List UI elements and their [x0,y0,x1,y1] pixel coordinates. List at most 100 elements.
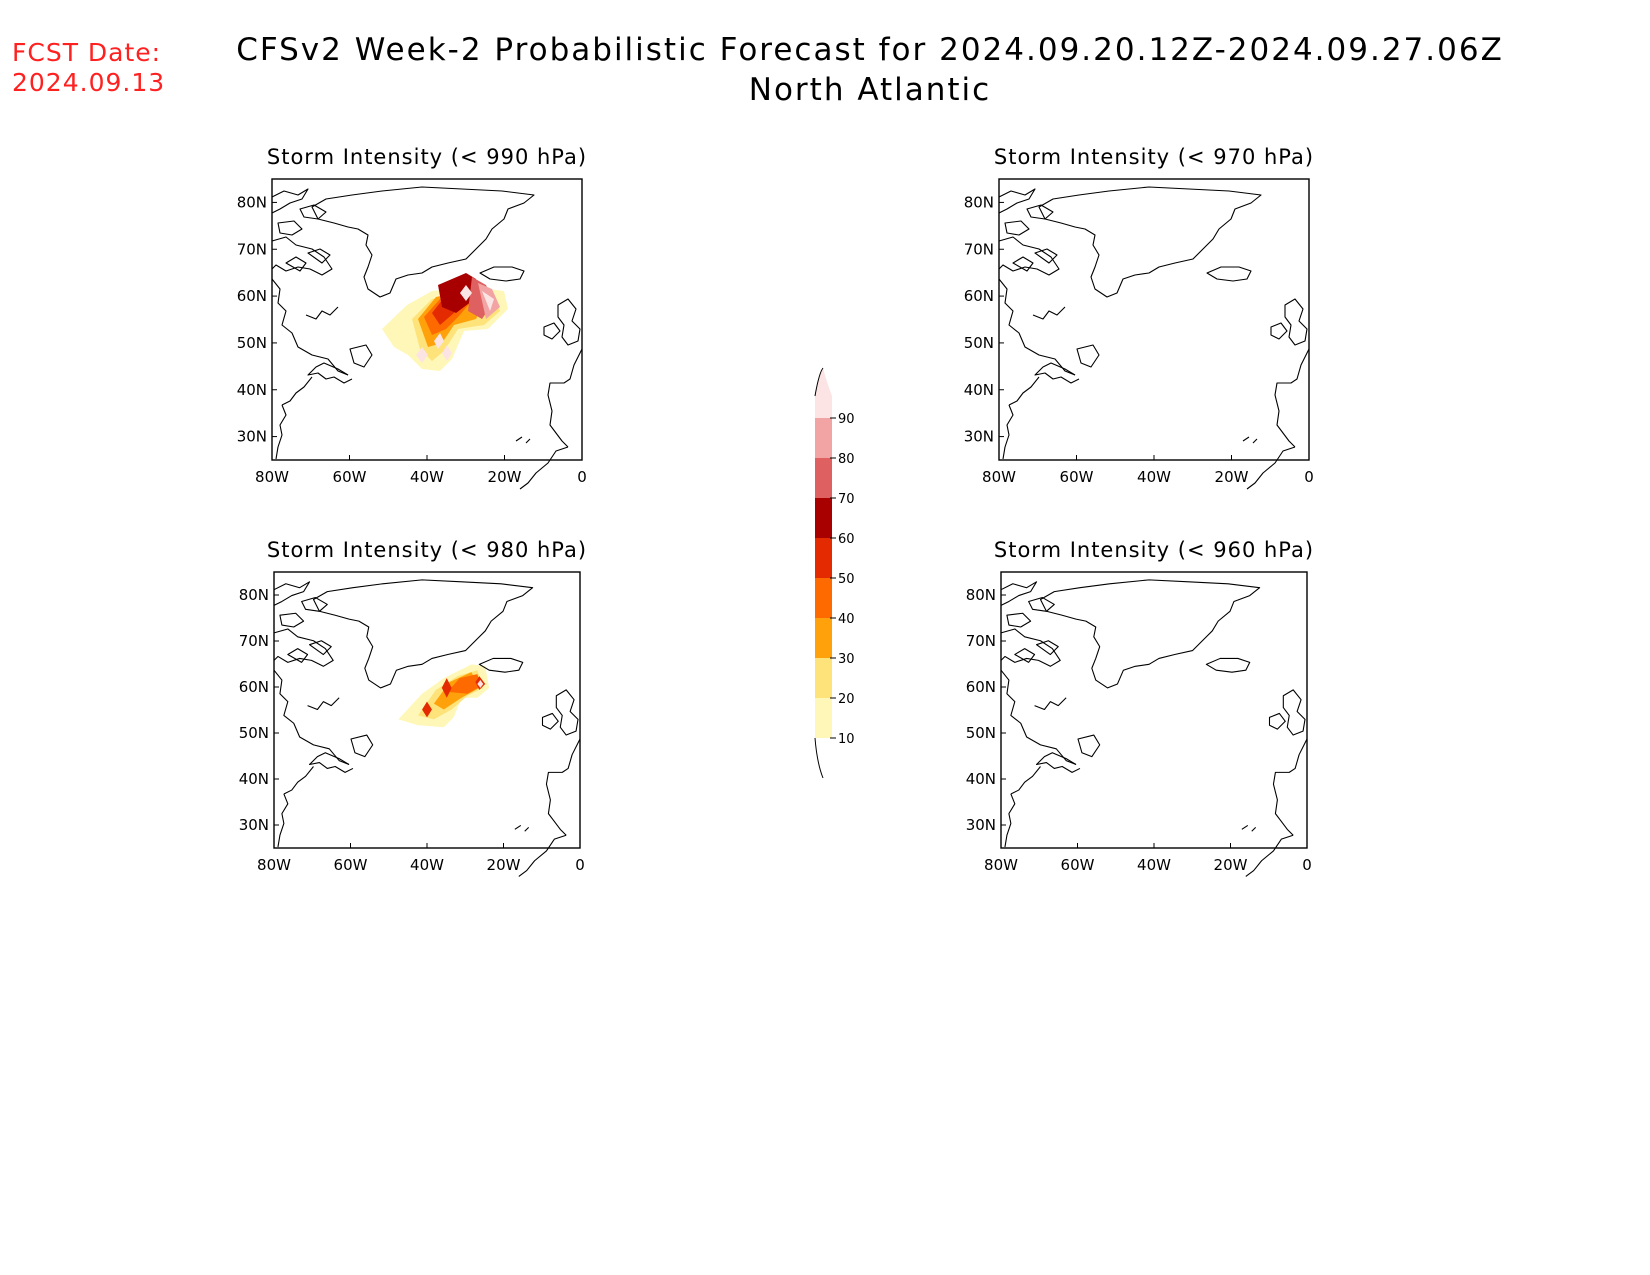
lon-tick-label: 40W [410,468,444,486]
probability-contour [416,347,428,363]
lat-tick-label: 50N [964,334,994,352]
colorbar-segment [815,458,832,498]
lat-tick-label: 80N [239,586,269,604]
lat-tick-label: 50N [966,724,996,742]
colorbar-bottom-tail [814,737,824,779]
coastline [998,186,1310,490]
lat-tick-label: 80N [964,193,994,211]
colorbar-segment [815,418,832,458]
colorbar-segment [815,578,832,618]
colorbar-level-label: 30 [838,652,855,667]
lon-tick-label: 60W [1060,468,1094,486]
probability-contour [442,345,452,361]
probability-contour [460,285,472,301]
map-panel-p960: Storm Intensity (< 960 hPa) 80W 60W 40W 20W 0… [966,538,1314,878]
colorbar: 10 20 30 40 50 60 70 80 90 [814,367,855,779]
colorbar-level-label: 50 [838,572,855,587]
lon-tick-label: 40W [1137,468,1171,486]
lat-tick-label: 70N [237,240,267,258]
lon-tick-label: 0 [575,856,585,874]
lon-tick-label: 80W [257,856,291,874]
probability-contour [482,291,494,311]
lat-tick-label: 80N [966,586,996,604]
map-panel-p980: Storm Intensity (< 980 hPa) 80W 60W 40W 20W 0… [239,538,587,878]
colorbar-segment [815,698,832,738]
lat-tick-label: 40N [966,770,996,788]
probability-contour [447,674,482,694]
lat-tick-label: 80N [237,193,267,211]
lon-tick-label: 60W [334,856,368,874]
colorbar-segment [815,368,832,418]
map-frame [1000,571,1308,849]
colorbar-level-label: 20 [838,692,855,707]
map-area [1000,579,1308,878]
lat-tick-label: 70N [239,632,269,650]
map-panel-p970: Storm Intensity (< 970 hPa) 80W 60W 40W 20W 0… [964,145,1314,490]
colorbar-segment [815,538,832,578]
lat-tick-label: 30N [964,428,994,446]
lon-tick-label: 0 [1304,468,1314,486]
lat-tick-label: 60N [964,287,994,305]
figure-subtitle: North Atlantic [748,72,992,108]
lon-tick-label: 20W [1214,856,1248,874]
lon-tick-label: 60W [333,468,367,486]
colorbar-segment [815,498,832,538]
lat-tick-label: 70N [966,632,996,650]
lon-tick-label: 40W [1137,856,1171,874]
panel-title: Storm Intensity (< 980 hPa) [267,538,587,562]
colorbar-level-label: 60 [838,532,855,547]
figure-title-block: CFSv2 Week-2 Probabilistic Forecast for … [190,30,1550,110]
map-area [271,186,583,490]
map-area [998,186,1310,490]
forecast-date-block: FCST Date: 2024.09.13 [12,38,165,98]
panels-layer: Storm Intensity (< 990 hPa) 80W 60W 40W 20W 0… [237,145,1314,878]
lat-tick-label: 40N [964,381,994,399]
probability-shading [398,664,490,728]
lon-tick-label: 20W [1215,468,1249,486]
lon-tick-label: 20W [488,468,522,486]
map-area [273,579,581,878]
probability-contour [422,701,432,718]
lat-tick-label: 60N [237,287,267,305]
colorbar-level-label: 70 [838,492,855,507]
lat-tick-label: 70N [964,240,994,258]
probability-contour [438,273,476,313]
colorbar-level-label: 80 [838,452,855,467]
lon-tick-label: 20W [487,856,521,874]
lat-tick-label: 50N [239,724,269,742]
coastline [1000,579,1308,878]
lat-tick-label: 50N [237,334,267,352]
colorbar-top-tail [814,367,824,397]
lon-tick-label: 80W [982,468,1016,486]
lon-tick-label: 40W [410,856,444,874]
panel-title: Storm Intensity (< 990 hPa) [267,145,587,169]
lon-tick-label: 0 [577,468,587,486]
lat-tick-label: 40N [237,381,267,399]
colorbar-segment [815,658,832,698]
panel-title: Storm Intensity (< 960 hPa) [994,538,1314,562]
lon-tick-label: 0 [1302,856,1312,874]
forecast-date-value: 2024.09.13 [12,68,166,97]
colorbar-level-label: 90 [838,412,855,427]
map-panel-p990: Storm Intensity (< 990 hPa) 80W 60W 40W 20W 0… [237,145,587,490]
map-frame [998,178,1310,461]
colorbar-level-label: 40 [838,612,855,627]
lon-tick-label: 80W [984,856,1018,874]
probability-contour [477,680,484,688]
lat-tick-label: 30N [966,816,996,834]
lon-tick-label: 60W [1061,856,1095,874]
panel-title: Storm Intensity (< 970 hPa) [994,145,1314,169]
colorbar-segment [815,618,832,658]
probability-contour [434,333,444,349]
lat-tick-label: 40N [239,770,269,788]
lat-tick-label: 30N [239,816,269,834]
forecast-date-label: FCST Date: [12,38,162,67]
lat-tick-label: 60N [239,678,269,696]
lon-tick-label: 80W [255,468,289,486]
coastline [273,579,581,878]
figure-title: CFSv2 Week-2 Probabilistic Forecast for … [236,32,1504,68]
probability-shading [382,273,508,371]
colorbar-level-label: 10 [838,732,855,747]
